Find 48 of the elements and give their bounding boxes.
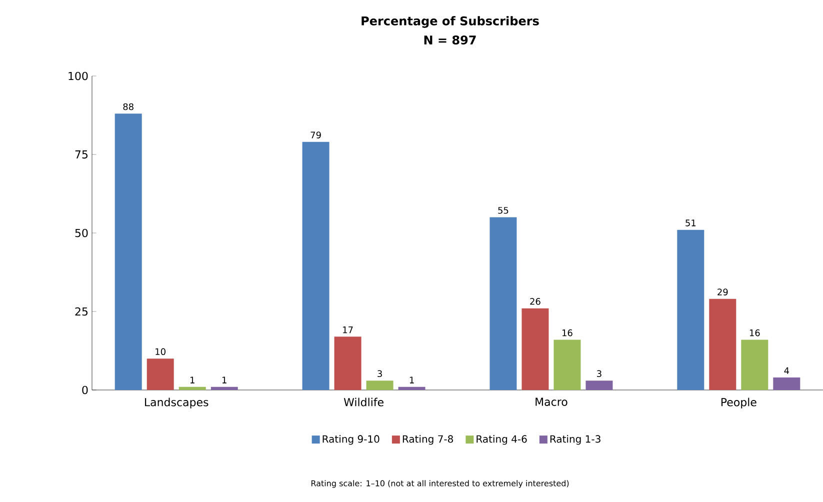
bar <box>114 114 142 390</box>
data-label: 10 <box>156 348 166 356</box>
legend-label: Rating 7-8 <box>402 435 453 445</box>
y-tick-label: 75 <box>75 150 88 159</box>
data-label: 26 <box>530 298 540 305</box>
bar <box>490 217 517 390</box>
bar <box>302 142 330 390</box>
bar <box>522 308 549 390</box>
data-label: 1 <box>190 376 194 384</box>
data-label: 1 <box>410 376 414 384</box>
data-label: 17 <box>343 326 353 334</box>
x-tick-label: Macro <box>536 398 568 406</box>
bar <box>586 380 613 390</box>
chart-title: Percentage of Subscribers <box>362 16 539 28</box>
data-label: 16 <box>562 329 572 336</box>
data-label: 79 <box>310 132 321 138</box>
text: Rating scale: 1–10 (not at all interested to extremely interested) <box>311 480 569 488</box>
y-tick-label: 0 <box>82 386 88 394</box>
bar <box>741 340 768 390</box>
bar <box>334 336 362 390</box>
bar <box>773 377 800 390</box>
y-tick-label: 25 <box>75 307 88 316</box>
x-tick-label: Landscapes <box>145 398 208 408</box>
data-label: 51 <box>686 220 696 226</box>
data-label: 3 <box>597 370 602 378</box>
y-tick-label: 50 <box>75 228 88 238</box>
bar <box>178 386 206 390</box>
data-label: 1 <box>222 376 226 384</box>
y-tick-label: 100 <box>68 72 88 80</box>
data-label: 3 <box>378 370 382 378</box>
legend-label: Rating 9-10 <box>322 435 380 445</box>
bar <box>677 230 704 390</box>
bar <box>554 340 581 390</box>
data-label: 55 <box>498 207 508 214</box>
x-tick-label: Wildlife <box>344 398 384 406</box>
bar <box>398 386 426 390</box>
data-label: 4 <box>784 367 790 374</box>
x-tick-label: People <box>721 398 756 408</box>
data-label: 88 <box>123 103 134 110</box>
bar <box>210 386 238 390</box>
bar <box>366 380 394 390</box>
bar <box>146 358 174 390</box>
bar <box>709 298 736 390</box>
data-label: 16 <box>750 329 760 336</box>
legend-label: Rating 1-3 <box>550 435 600 445</box>
data-label: 29 <box>718 288 728 296</box>
legend-label: Rating 4-6 <box>476 435 527 445</box>
chart-subtitle: N = 897 <box>424 35 476 45</box>
